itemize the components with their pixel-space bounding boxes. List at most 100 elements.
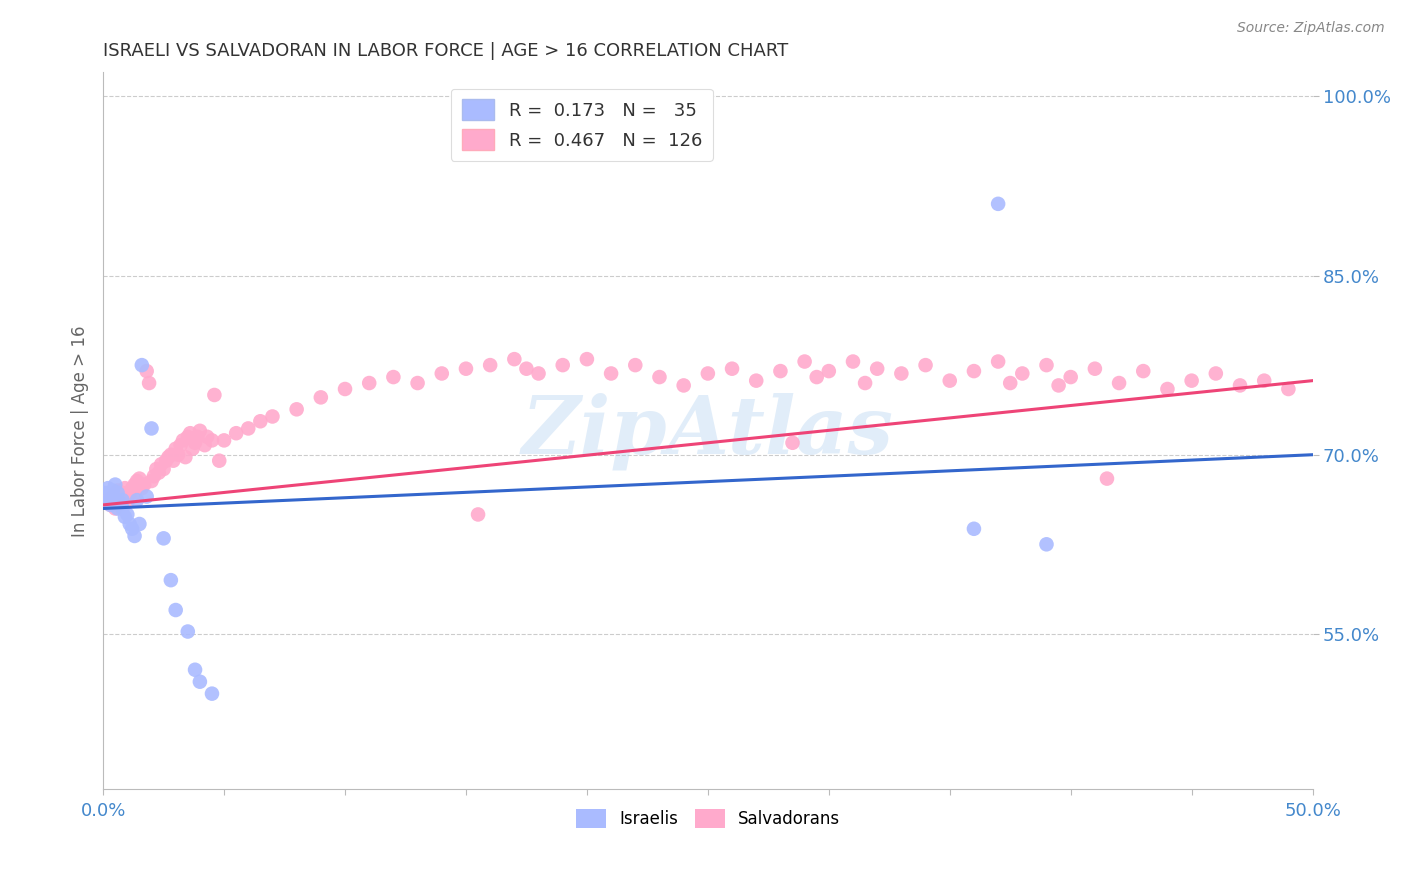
Point [359,376,381,390]
Point [1181,374,1204,388]
Point [963,364,986,378]
Y-axis label: In Labor Force | Age > 16: In Labor Force | Age > 16 [72,325,89,537]
Point [172,434,194,448]
Point [152,532,174,546]
Point [1132,364,1154,378]
Point [128,516,150,531]
Point [503,352,526,367]
Point [181,442,204,456]
Point [208,453,231,467]
Point [155,453,177,467]
Point [806,370,828,384]
Point [1253,374,1275,388]
Point [142,469,165,483]
Point [125,474,148,488]
Point [249,414,271,428]
Point [696,367,718,381]
Point [124,486,146,500]
Point [721,361,744,376]
Point [100,491,122,506]
Point [866,361,889,376]
Point [551,358,574,372]
Point [101,490,124,504]
Point [117,508,139,522]
Point [131,481,153,495]
Point [890,367,912,381]
Point [1047,378,1070,392]
Point [118,516,141,531]
Point [382,370,405,384]
Point [406,376,429,390]
Text: ZipAtlas: ZipAtlas [522,392,894,469]
Point [285,402,308,417]
Point [575,352,598,367]
Point [184,435,207,450]
Point [107,483,129,498]
Point [165,603,187,617]
Point [793,354,815,368]
Point [309,390,332,404]
Point [672,378,695,392]
Point [150,457,173,471]
Point [262,409,284,424]
Point [111,501,134,516]
Point [842,354,865,368]
Point [114,481,136,495]
Point [125,493,148,508]
Point [1205,367,1227,381]
Point [111,493,134,508]
Point [238,421,260,435]
Point [165,442,187,456]
Point [186,430,208,444]
Point [195,430,218,444]
Point [963,522,986,536]
Point [104,501,127,516]
Point [467,508,489,522]
Point [188,674,211,689]
Point [160,573,183,587]
Point [1000,376,1022,390]
Point [124,477,146,491]
Point [124,529,146,543]
Point [515,361,537,376]
Point [212,434,235,448]
Point [134,477,156,491]
Point [121,481,143,495]
Point [202,388,225,402]
Point [600,367,623,381]
Point [454,361,477,376]
Point [101,483,124,498]
Point [624,358,647,372]
Point [97,495,120,509]
Point [430,367,453,381]
Point [104,486,127,500]
Point [188,424,211,438]
Point [1277,382,1299,396]
Point [131,358,153,372]
Point [148,466,170,480]
Point [1035,537,1057,551]
Point [111,486,134,500]
Point [100,498,122,512]
Point [179,426,201,441]
Point [333,382,356,396]
Point [1060,370,1083,384]
Point [527,367,550,381]
Legend: Israelis, Salvadorans: Israelis, Salvadorans [569,802,846,835]
Point [184,663,207,677]
Point [104,491,127,506]
Point [97,481,120,495]
Point [128,472,150,486]
Point [100,498,122,512]
Point [107,501,129,516]
Point [1108,376,1130,390]
Point [987,354,1010,368]
Point [225,426,247,441]
Point [104,477,127,491]
Point [97,493,120,508]
Point [157,450,180,464]
Point [1035,358,1057,372]
Point [167,448,190,462]
Point [114,509,136,524]
Point [987,197,1010,211]
